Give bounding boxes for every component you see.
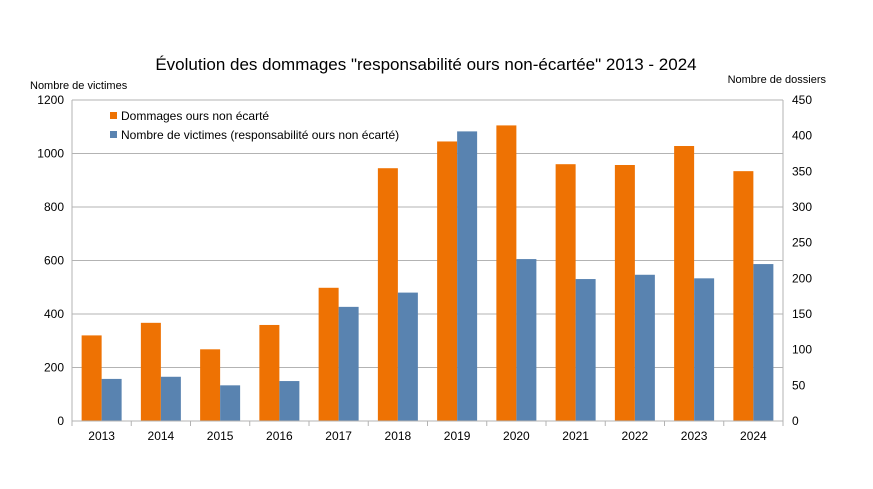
x-tick-label: 2013 xyxy=(88,429,115,443)
x-tick-label: 2017 xyxy=(325,429,352,443)
chart-title: Évolution des dommages "responsabilité o… xyxy=(155,55,696,74)
y-left-tick-label: 800 xyxy=(44,200,64,214)
bar-dommages-2020 xyxy=(496,125,517,421)
bar-victimes-2013 xyxy=(101,378,122,421)
bar-dommages-2013 xyxy=(81,335,102,421)
bar-dommages-2016 xyxy=(259,324,280,421)
bar-victimes-2021 xyxy=(575,279,596,421)
bar-victimes-2015 xyxy=(220,385,241,421)
bar-victimes-2018 xyxy=(397,292,418,421)
y-right-tick-label: 400 xyxy=(792,129,812,143)
bar-victimes-2022 xyxy=(634,274,655,421)
x-tick-label: 2015 xyxy=(207,429,234,443)
y-axis-left-title: Nombre de victimes xyxy=(30,80,128,92)
bar-dommages-2017 xyxy=(318,287,339,421)
x-tick-label: 2024 xyxy=(740,429,767,443)
bar-victimes-2017 xyxy=(338,306,359,421)
y-right-tick-label: 350 xyxy=(792,164,812,178)
x-tick-label: 2018 xyxy=(385,429,412,443)
bar-dommages-2023 xyxy=(674,146,695,421)
legend-swatch xyxy=(110,131,117,138)
bar-dommages-2015 xyxy=(200,349,221,421)
bar-victimes-2020 xyxy=(516,259,537,421)
bar-victimes-2014 xyxy=(160,376,181,421)
bars xyxy=(81,125,774,422)
bar-dommages-2021 xyxy=(555,164,576,421)
bar-victimes-2016 xyxy=(279,381,300,421)
bar-victimes-2024 xyxy=(753,264,774,421)
x-tick-label: 2023 xyxy=(681,429,708,443)
legend-label: Dommages ours non écarté xyxy=(121,109,269,123)
x-tick-label: 2021 xyxy=(562,429,589,443)
bar-dommages-2018 xyxy=(377,168,398,421)
y-left-tick-label: 600 xyxy=(44,254,64,268)
x-tick-label: 2014 xyxy=(148,429,175,443)
y-axis-right-title: Nombre de dossiers xyxy=(728,74,827,86)
y-left-tick-label: 0 xyxy=(57,414,64,428)
y-left-tick-label: 1000 xyxy=(37,147,64,161)
y-left-tick-label: 200 xyxy=(44,361,64,375)
y-right-tick-label: 200 xyxy=(792,271,812,285)
bar-dommages-2022 xyxy=(614,165,635,421)
bar-dommages-2019 xyxy=(437,141,458,421)
legend-label: Nombre de victimes (responsabilité ours … xyxy=(121,128,399,142)
y-left-tick-label: 1200 xyxy=(37,93,64,107)
axes xyxy=(71,100,784,426)
y-right-tick-label: 150 xyxy=(792,307,812,321)
x-tick-label: 2020 xyxy=(503,429,530,443)
y-right-tick-label: 50 xyxy=(792,378,806,392)
legend-swatch xyxy=(110,112,117,119)
tick-labels: 0 200 400 600 800 1000 1200 0 50 100 150 200 250 300 3… xyxy=(37,93,812,443)
y-right-tick-label: 100 xyxy=(792,343,812,357)
y-right-tick-label: 450 xyxy=(792,93,812,107)
y-right-tick-label: 300 xyxy=(792,200,812,214)
x-tick-label: 2016 xyxy=(266,429,293,443)
bar-dommages-2014 xyxy=(140,322,161,421)
bar-victimes-2019 xyxy=(457,131,478,422)
gridlines xyxy=(72,99,783,368)
y-left-tick-label: 400 xyxy=(44,307,64,321)
y-right-tick-label: 250 xyxy=(792,236,812,250)
x-tick-label: 2019 xyxy=(444,429,471,443)
legend: Dommages ours non écarté Nombre de victim… xyxy=(110,109,399,142)
x-tick-label: 2022 xyxy=(622,429,649,443)
bar-victimes-2023 xyxy=(694,278,715,421)
bar-dommages-2024 xyxy=(733,171,754,421)
y-right-tick-label: 0 xyxy=(792,414,799,428)
